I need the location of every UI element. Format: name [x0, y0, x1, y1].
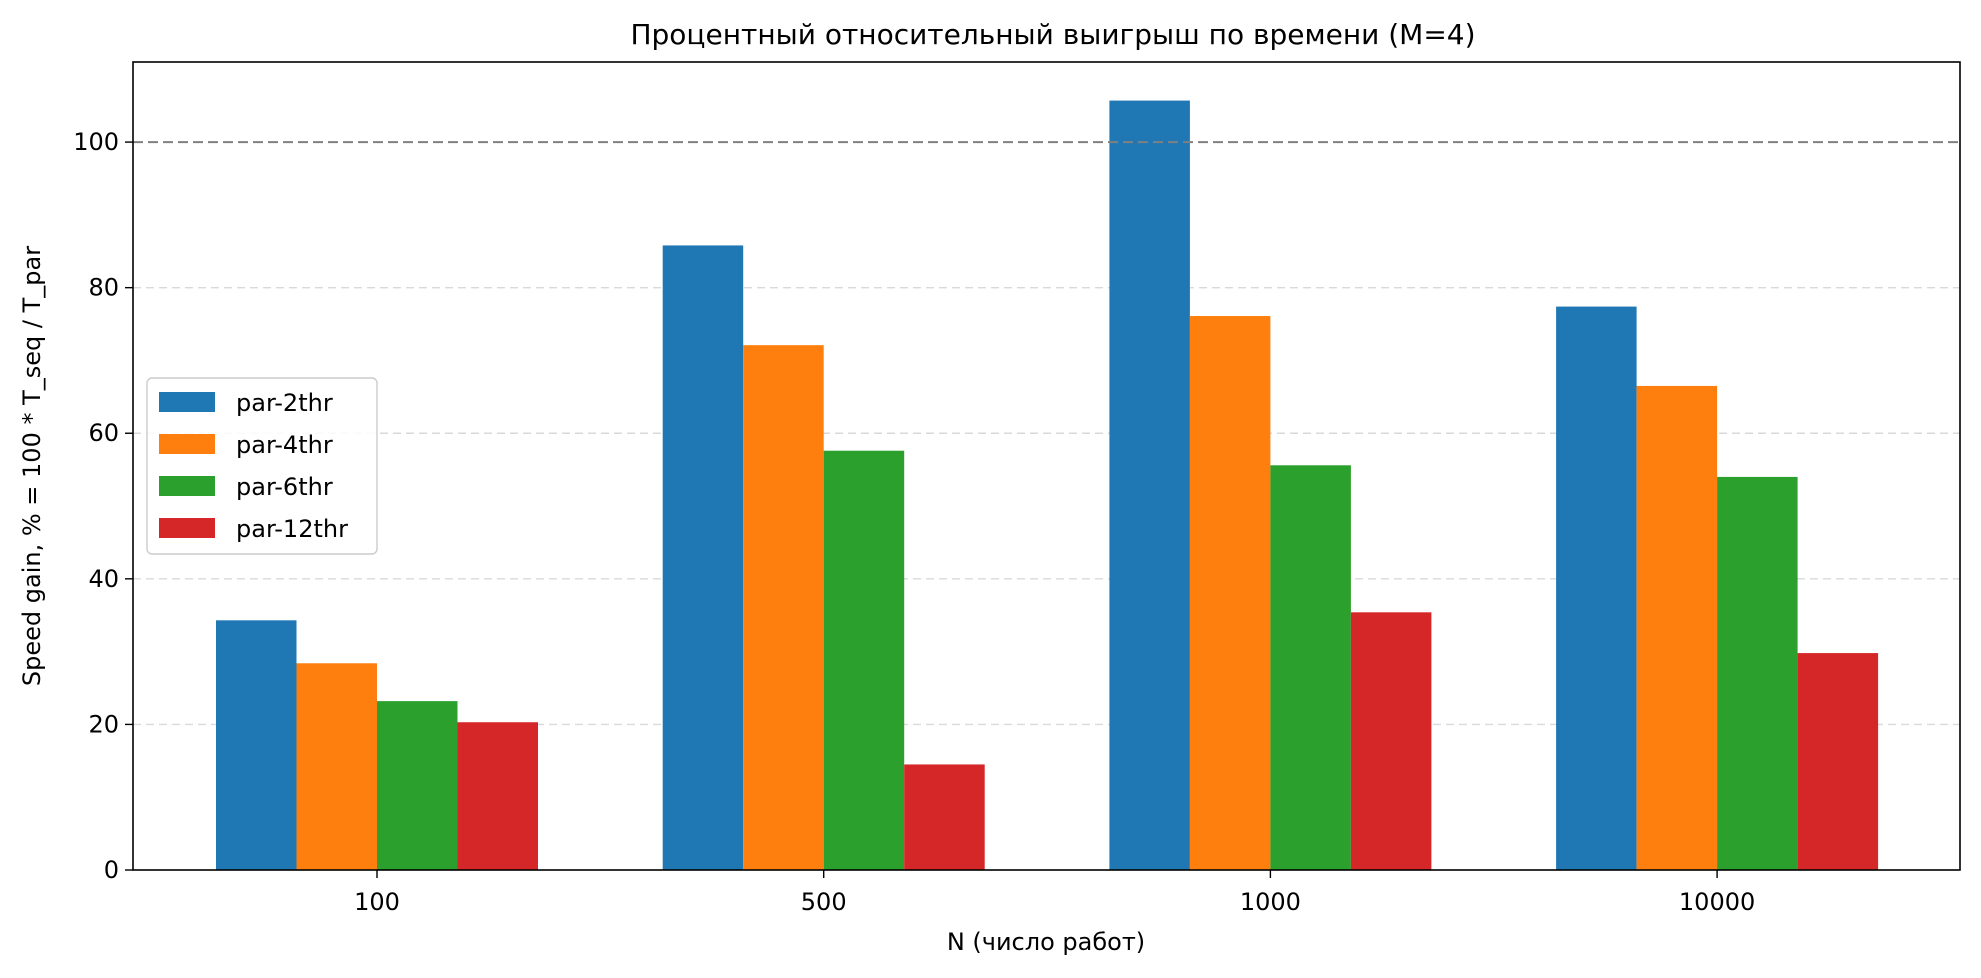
x-tick-label: 100: [354, 888, 400, 916]
y-axis-label: Speed gain, % = 100 * T_seq / T_par: [18, 246, 46, 686]
bar-par-12thr-100: [457, 722, 538, 870]
legend-label-par-12thr: par-12thr: [236, 515, 348, 543]
bars: [216, 100, 1879, 871]
bar-par-2thr-500: [662, 245, 744, 870]
x-axis-label: N (число работ): [947, 928, 1145, 956]
legend-label-par-6thr: par-6thr: [236, 473, 333, 501]
chart-title: Процентный относительный выигрыш по врем…: [630, 18, 1475, 51]
x-tick-label: 500: [801, 888, 847, 916]
y-tick-label: 20: [88, 710, 119, 738]
bar-par-6thr-10000: [1717, 476, 1798, 870]
y-tick-label: 60: [88, 419, 119, 447]
bar-par-12thr-500: [904, 764, 985, 870]
legend-label-par-4thr: par-4thr: [236, 431, 333, 459]
plot-frame: [132, 61, 1961, 871]
x-tick-label: 10000: [1679, 888, 1755, 916]
bar-par-4thr-1000: [1189, 316, 1271, 870]
y-tick-label: 80: [88, 274, 119, 302]
y-tick-label: 100: [73, 128, 119, 156]
y-tick-label: 0: [104, 856, 119, 884]
bar-par-4thr-10000: [1636, 385, 1718, 870]
legend-box: [146, 377, 378, 555]
bar-par-2thr-10000: [1556, 306, 1637, 871]
bar-par-6thr-500: [823, 450, 905, 870]
bar-par-12thr-10000: [1797, 653, 1879, 870]
legend-swatch-par-2thr: [159, 392, 215, 412]
y-axis-ticks: 0 20 40 60 80 100: [73, 128, 133, 884]
y-tick-label: 40: [88, 565, 119, 593]
legend-label-par-2thr: par-2thr: [236, 389, 333, 417]
x-tick-label: 1000: [1240, 888, 1301, 916]
bar-par-4thr-100: [296, 663, 377, 870]
bar-par-6thr-1000: [1270, 465, 1351, 870]
bar-par-2thr-100: [216, 620, 297, 870]
bar-par-4thr-500: [743, 345, 824, 871]
x-axis-ticks: 100 500 1000 10000: [354, 870, 1755, 916]
bar-par-12thr-1000: [1350, 612, 1432, 870]
bar-par-2thr-1000: [1109, 100, 1190, 870]
legend-swatch-par-4thr: [159, 434, 215, 454]
legend-swatch-par-12thr: [159, 518, 215, 538]
bar-par-6thr-100: [377, 701, 458, 870]
legend: par-2thr par-4thr par-6thr par-12thr: [146, 377, 378, 555]
legend-swatch-par-6thr: [159, 476, 215, 496]
